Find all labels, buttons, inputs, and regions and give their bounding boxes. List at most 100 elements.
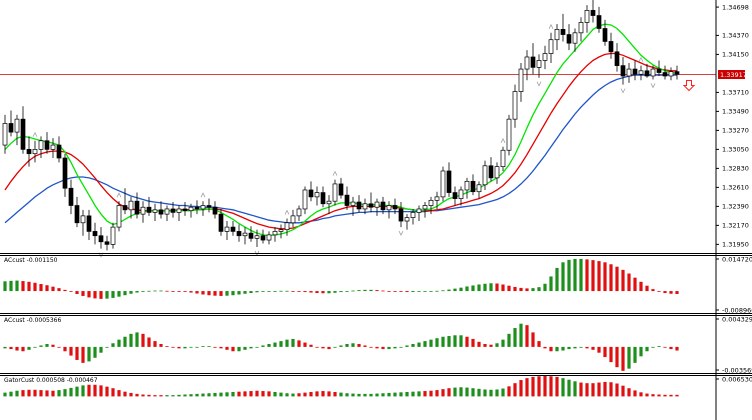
histogram-bar xyxy=(333,291,337,293)
histogram-bar xyxy=(213,346,217,348)
histogram-bar xyxy=(597,346,601,353)
histogram-bar xyxy=(183,394,187,397)
histogram-bar xyxy=(171,291,175,292)
histogram-bar xyxy=(27,346,31,350)
histogram-bar xyxy=(639,281,643,292)
histogram-bar xyxy=(405,291,409,293)
histogram-bar xyxy=(561,346,565,351)
histogram-bar xyxy=(291,338,295,347)
ac2-label: ACcust -0.0005366 xyxy=(4,317,61,324)
histogram-bar xyxy=(57,346,61,348)
histogram-bar xyxy=(39,345,43,347)
histogram-bar xyxy=(33,389,37,397)
histogram-bar xyxy=(51,286,55,292)
histogram-bar xyxy=(153,341,157,347)
histogram-bar xyxy=(309,391,313,397)
histogram-bar xyxy=(657,291,661,292)
price-tick-label: 1.32390 xyxy=(722,203,749,211)
histogram-bar xyxy=(447,289,451,292)
histogram-bar xyxy=(141,394,145,397)
histogram-bar xyxy=(675,394,679,397)
histogram-bar xyxy=(471,285,475,292)
histogram-bar xyxy=(513,383,517,397)
histogram-bar xyxy=(615,383,619,397)
price-tick-label: 1.33490 xyxy=(722,108,749,116)
histogram-bar xyxy=(159,290,163,292)
histogram-bar xyxy=(615,346,619,368)
histogram-bar xyxy=(165,395,169,397)
histogram-bar xyxy=(231,391,235,397)
price-badge-bg xyxy=(718,70,745,80)
histogram-bar xyxy=(489,283,493,292)
histogram-bar xyxy=(495,389,499,397)
histogram-bar xyxy=(507,333,511,347)
indicator-tick-label: -0.008966 xyxy=(722,306,752,314)
histogram-bar xyxy=(225,291,229,296)
histogram-bar xyxy=(111,343,115,347)
histogram-bar xyxy=(339,392,343,397)
histogram-bar xyxy=(363,393,367,397)
histogram-bar xyxy=(393,291,397,292)
candle-body xyxy=(182,208,188,212)
histogram-bar xyxy=(93,384,97,397)
histogram-bar xyxy=(399,392,403,397)
candle-body xyxy=(404,217,410,222)
histogram-bar xyxy=(243,391,247,397)
candle-body xyxy=(470,180,476,193)
histogram-bar xyxy=(45,285,49,292)
histogram-bar xyxy=(603,262,607,292)
histogram-bar xyxy=(405,391,409,397)
histogram-bar xyxy=(351,393,355,397)
histogram-bar xyxy=(327,391,331,397)
candle-body xyxy=(494,166,500,179)
candle-body xyxy=(656,68,662,73)
histogram-bar xyxy=(297,393,301,397)
histogram-bar xyxy=(381,346,385,350)
histogram-bar xyxy=(609,382,613,397)
candle-body xyxy=(530,56,536,68)
histogram-bar xyxy=(513,286,517,292)
histogram-bar xyxy=(603,346,607,358)
histogram-bar xyxy=(675,291,679,294)
candle-body xyxy=(632,68,638,75)
histogram-bar xyxy=(387,392,391,397)
candle-body xyxy=(116,205,122,228)
histogram-bar xyxy=(183,291,187,292)
price-tick-label: 1.33050 xyxy=(722,146,749,154)
histogram-bar xyxy=(657,346,661,347)
candle-body xyxy=(620,65,626,77)
histogram-bar xyxy=(627,273,631,292)
histogram-bar xyxy=(207,291,211,296)
histogram-bar xyxy=(621,346,625,371)
histogram-bar xyxy=(327,346,331,350)
histogram-bar xyxy=(669,291,673,294)
candle-body xyxy=(578,22,584,34)
candle-body xyxy=(206,205,212,208)
histogram-bar xyxy=(513,328,517,347)
histogram-bar xyxy=(99,385,103,397)
histogram-bar xyxy=(147,337,151,347)
histogram-bar xyxy=(555,267,559,292)
histogram-bar xyxy=(165,346,169,347)
histogram-bar xyxy=(639,346,643,357)
histogram-bar xyxy=(633,346,637,363)
fractal-up-icon xyxy=(548,23,554,29)
histogram-bar xyxy=(45,390,49,397)
histogram-bar xyxy=(213,291,217,296)
histogram-bar xyxy=(39,390,43,397)
histogram-bar xyxy=(201,393,205,397)
histogram-bar xyxy=(417,291,421,292)
candle-body xyxy=(524,56,530,70)
histogram-bar xyxy=(525,288,529,292)
histogram-bar xyxy=(573,346,577,349)
histogram-bar xyxy=(459,387,463,397)
candle-body xyxy=(32,149,38,155)
candle-body xyxy=(356,201,362,210)
histogram-bar xyxy=(375,290,379,292)
fractal-down-icon xyxy=(398,230,404,236)
fractal-up-icon xyxy=(32,131,38,137)
candle-body xyxy=(68,187,74,206)
fractal-down-icon xyxy=(650,83,656,89)
histogram-bar xyxy=(495,343,499,347)
